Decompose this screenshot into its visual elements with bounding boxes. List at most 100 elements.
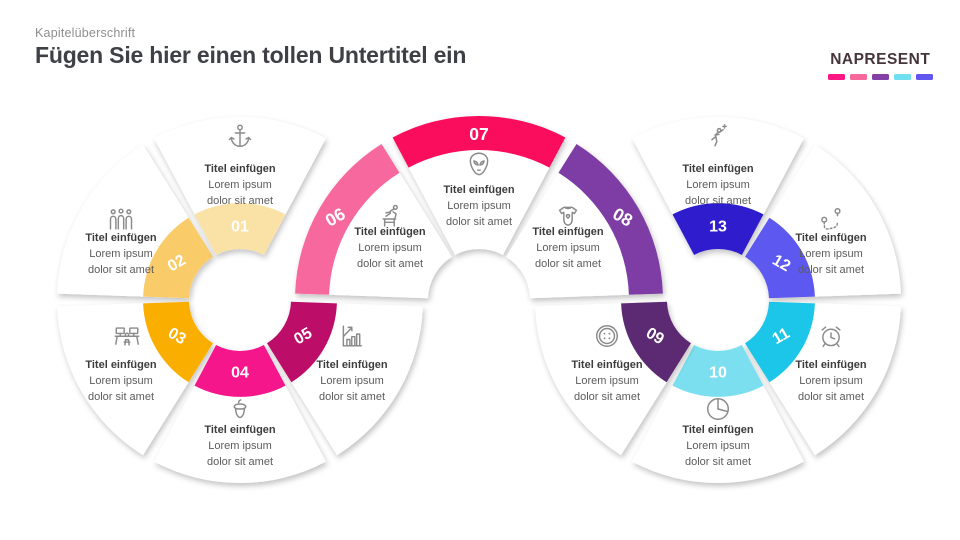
segment-01-band [194,203,286,255]
pie-chart-icon [707,398,729,420]
segment-04-title: Titel einfügen [204,424,276,436]
segment-03-body-line2: dolor sit amet [88,391,154,403]
segment-05-body-line1: Lorem ipsum [320,375,384,387]
segment-09-body-line1: Lorem ipsum [575,375,639,387]
segment-10-band [672,345,764,397]
segment-08-band [558,144,663,295]
segment-06-body-line1: Lorem ipsum [358,242,422,254]
segment-07: 07 Titel einfügen Lorem ipsum dolor sit ame… [392,115,566,255]
acorn-icon [233,399,247,419]
segment-02-body-line1: Lorem ipsum [89,248,153,260]
growth-chart-icon [342,325,363,347]
segment-06-body-line2: dolor sit amet [357,258,423,270]
brand-logo-dash-5 [915,74,933,80]
segment-03-title: Titel einfügen [85,359,157,371]
workstations-icon [114,327,140,346]
button-icon [596,325,618,347]
segment-03-number: 03 [165,325,189,349]
segment-10-number: 10 [709,365,727,382]
segment-04-band [194,345,286,397]
segment-11-band [745,301,815,383]
segment-12-title: Titel einfügen [795,232,867,244]
segment-01-body-line1: Lorem ipsum [208,179,272,191]
segment-07-title: Titel einfügen [443,184,515,196]
segment-01-number: 01 [231,219,249,236]
segment-13-band [672,203,764,255]
segment-01-body-line2: dolor sit amet [207,195,273,207]
segment-01: 01 Titel einfügen Lorem ipsum dolor sit ame… [154,116,326,255]
segment-05-number: 05 [291,325,315,349]
segment-10-body-line1: Lorem ipsum [686,440,750,452]
brand-logo-dash-4 [893,74,911,80]
segment-02: 02 Titel einfügen Lorem ipsum dolor sit ame… [57,144,213,299]
brand-logo-dash-1 [827,74,845,80]
segment-13: 13 Titel einfügen Lorem ipsum dolor sit ame… [632,116,804,255]
brand-logo: NAPRESENT [827,51,933,80]
segment-10-wedge [632,345,804,484]
segment-09-body-line2: dolor sit amet [574,391,640,403]
page-title: Fügen Sie hier einen tollen Untertitel e… [35,42,467,68]
segment-08-body-line1: Lorem ipsum [536,242,600,254]
person-reaching-star-icon [711,124,727,147]
segment-12-number: 12 [769,252,793,276]
brand-logo-dash-3 [871,74,889,80]
segment-07-body-line1: Lorem ipsum [447,200,511,212]
segment-05-band [267,301,337,383]
segment-02-title: Titel einfügen [85,232,157,244]
people-group-icon [109,208,133,230]
segment-05-title: Titel einfügen [316,359,388,371]
segment-10-body-line2: dolor sit amet [685,456,751,468]
segment-03-band [143,301,213,383]
segment-07-body-line2: dolor sit amet [446,216,512,228]
segment-06-title: Titel einfügen [354,226,426,238]
segment-10-title: Titel einfügen [682,424,754,436]
section-eyebrow: Kapitelüberschrift [35,26,136,40]
segment-13-body-line1: Lorem ipsum [686,179,750,191]
segment-08-title: Titel einfügen [532,226,604,238]
segment-12-body-line2: dolor sit amet [798,264,864,276]
hurdler-icon [382,204,398,227]
segment-03: 03 Titel einfügen Lorem ipsum dolor sit ame… [57,301,213,456]
segment-13-number: 13 [709,219,727,236]
segment-01-title: Titel einfügen [204,163,276,175]
segment-04-body-line2: dolor sit amet [207,456,273,468]
segment-07-number: 07 [469,124,488,144]
segment-05-body-line2: dolor sit amet [319,391,385,403]
alarm-clock-icon [821,326,841,348]
segment-04: 04 Titel einfügen Lorem ipsum dolor sit ame… [154,345,326,484]
segment-11-body-line2: dolor sit amet [798,391,864,403]
segment-09-number: 09 [643,325,667,349]
segment-11-number: 11 [770,325,793,348]
route-map-icon [821,208,841,230]
segment-08-body-line2: dolor sit amet [535,258,601,270]
alien-icon [469,152,489,176]
segment-11-title: Titel einfügen [795,359,867,371]
segment-02-number: 02 [165,252,189,276]
segment-13-wedge [632,116,804,255]
segment-12-band [745,217,815,299]
baby-onesie-icon [558,206,578,226]
segment-02-band [143,217,213,299]
segment-09-title: Titel einfügen [571,359,643,371]
brand-logo-text: NAPRESENT [830,51,931,68]
anchor-icon [228,124,252,147]
segment-12-body-line1: Lorem ipsum [799,248,863,260]
segment-09-band [621,301,691,383]
segment-10: 10 Titel einfügen Lorem ipsum dolor sit ame… [632,345,804,484]
brand-logo-dash-2 [849,74,867,80]
segment-04-body-line1: Lorem ipsum [208,440,272,452]
segment-07-band [392,115,566,168]
segment-04-number: 04 [231,365,249,382]
segment-01-wedge [154,116,326,255]
segment-03-body-line1: Lorem ipsum [89,375,153,387]
segment-13-title: Titel einfügen [682,163,754,175]
segment-11-body-line1: Lorem ipsum [799,375,863,387]
segment-13-body-line2: dolor sit amet [685,195,751,207]
